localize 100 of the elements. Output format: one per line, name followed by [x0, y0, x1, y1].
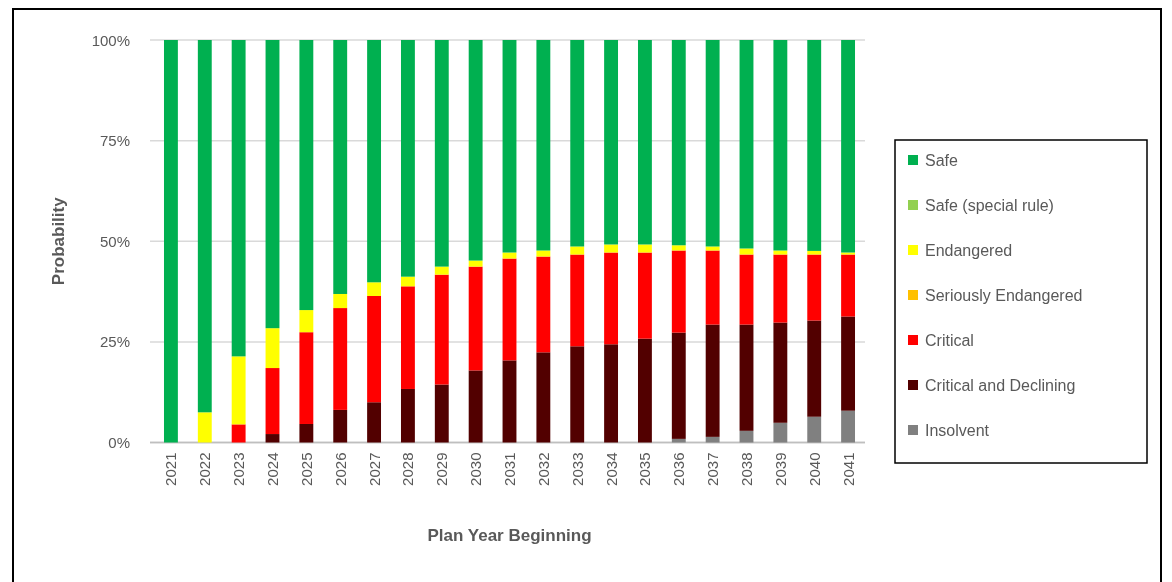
- bar: [367, 402, 382, 443]
- bar: [604, 252, 619, 345]
- bar: [197, 40, 212, 413]
- bar: [468, 260, 483, 267]
- bar: [536, 256, 551, 353]
- bar: [671, 332, 686, 439]
- x-tick-label: 2028: [399, 452, 417, 486]
- bar: [570, 346, 585, 443]
- bar: [468, 40, 483, 261]
- x-tick-label: 2021: [162, 452, 180, 486]
- bar: [773, 250, 788, 255]
- bar: [570, 40, 585, 247]
- bar: [739, 248, 754, 255]
- x-tick-label: 2035: [636, 452, 654, 486]
- x-tick-label: 2038: [738, 452, 755, 486]
- bar: [265, 434, 280, 443]
- y-tick-label: 100%: [91, 31, 130, 49]
- x-tick-label: 2024: [264, 452, 281, 486]
- bar: [400, 276, 415, 287]
- legend-label: Safe (special rule): [925, 196, 1054, 214]
- bar: [570, 254, 585, 347]
- bar: [502, 40, 517, 253]
- bar: [773, 322, 788, 423]
- y-tick-label: 25%: [99, 333, 130, 351]
- bar: [434, 274, 449, 385]
- x-tick-label: 2025: [297, 452, 315, 486]
- bar: [265, 328, 280, 369]
- bar: [197, 412, 212, 443]
- y-tick-label: 0%: [108, 434, 130, 451]
- bar: [570, 246, 585, 255]
- bar: [333, 293, 348, 309]
- bar: [400, 388, 415, 443]
- bar: [841, 40, 856, 253]
- bar: [604, 344, 619, 443]
- bar: [367, 295, 382, 403]
- x-tick-label: 2027: [365, 452, 383, 486]
- legend-label: Insolvent: [925, 421, 990, 439]
- bar: [468, 370, 483, 443]
- bar: [400, 40, 415, 277]
- bar: [705, 40, 720, 247]
- bar: [434, 384, 449, 443]
- bar: [333, 409, 348, 443]
- x-tick-label: 2026: [331, 452, 349, 486]
- bar: [265, 40, 280, 329]
- bar: [299, 332, 314, 424]
- bar: [367, 40, 382, 283]
- bar: [841, 316, 856, 411]
- bar: [841, 252, 856, 255]
- bar: [807, 320, 822, 417]
- y-tick-label: 75%: [99, 132, 130, 150]
- bar: [705, 250, 720, 325]
- bar: [468, 266, 483, 371]
- x-tick-label: 2032: [534, 452, 552, 486]
- bar: [739, 254, 754, 325]
- bar: [739, 430, 754, 443]
- bar: [705, 436, 720, 443]
- bar: [773, 40, 788, 251]
- bar: [671, 250, 686, 333]
- x-tick-label: 2041: [839, 452, 857, 486]
- x-tick-label: 2031: [501, 452, 518, 486]
- bar: [807, 250, 822, 255]
- bar: [536, 250, 551, 257]
- legend-label: Critical and Declining: [925, 376, 1076, 394]
- legend-label: Seriously Endangered: [925, 286, 1083, 304]
- bar: [299, 423, 314, 443]
- bar: [265, 368, 280, 435]
- y-tick-label: 50%: [99, 232, 130, 250]
- x-tick-label: 2039: [771, 452, 789, 486]
- bar: [637, 40, 652, 245]
- x-tick-label: 2030: [467, 452, 485, 486]
- bar: [400, 286, 415, 389]
- bar: [299, 40, 314, 311]
- bar: [434, 266, 449, 275]
- bar: [163, 40, 178, 443]
- bar: [536, 40, 551, 251]
- x-tick-label: 2040: [805, 452, 823, 486]
- bar: [739, 40, 754, 249]
- bar: [231, 40, 246, 357]
- bar: [637, 252, 652, 339]
- x-tick-label: 2033: [568, 452, 586, 486]
- bar: [841, 254, 856, 317]
- bar: [502, 252, 517, 259]
- bar: [502, 360, 517, 443]
- bar: [367, 282, 382, 296]
- legend-label: Endangered: [925, 241, 1013, 259]
- bar: [671, 40, 686, 246]
- bar: [705, 246, 720, 251]
- bar: [671, 245, 686, 251]
- x-tick-label: 2029: [433, 452, 451, 486]
- bar: [773, 254, 788, 323]
- bar: [671, 438, 686, 443]
- bar: [231, 424, 246, 443]
- bar: [434, 40, 449, 267]
- bar: [637, 244, 652, 253]
- x-tick-label: 2036: [670, 452, 688, 486]
- bar: [705, 324, 720, 437]
- bar: [807, 416, 822, 443]
- x-tick-label: 2022: [196, 452, 214, 486]
- bar: [536, 352, 551, 443]
- bar: [502, 258, 517, 361]
